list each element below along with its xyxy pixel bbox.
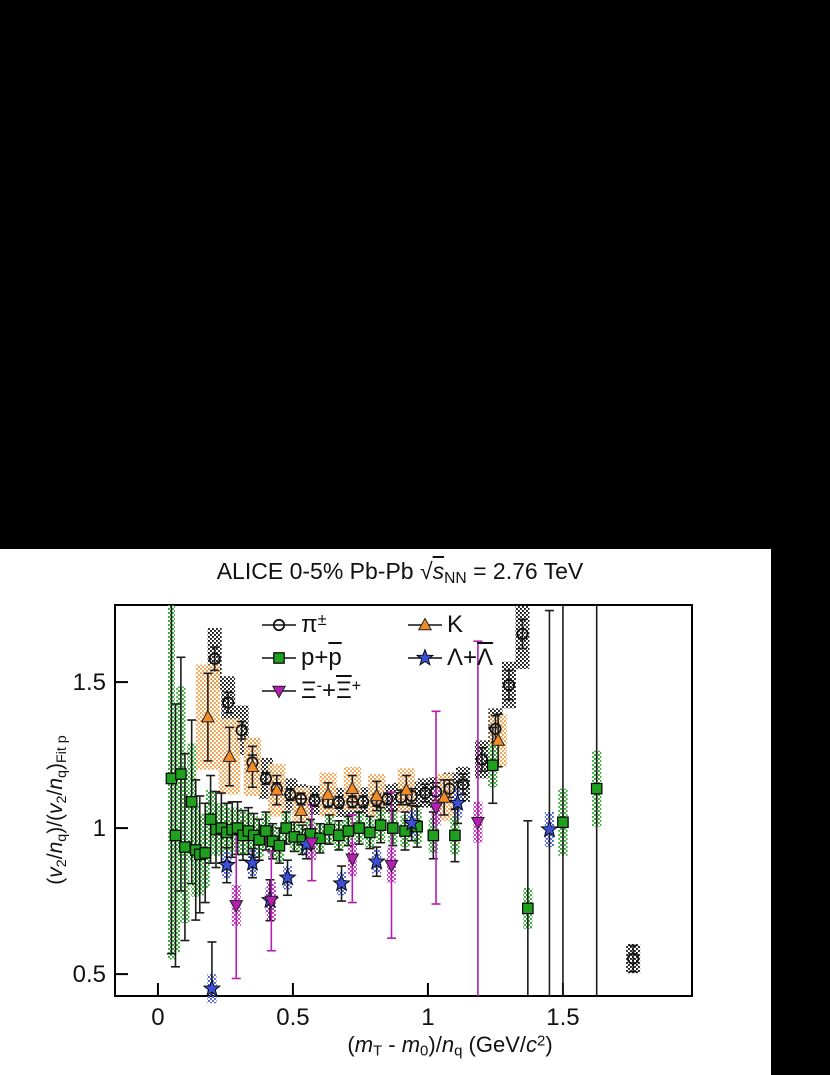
legend-label-proton: p+p bbox=[301, 644, 342, 671]
kaon-marker-icon bbox=[408, 617, 442, 631]
plot-frame: 0 0.5 1 1.5 0.5 1 1.5 bbox=[73, 604, 693, 1031]
legend-label-pion: π± bbox=[301, 610, 327, 639]
xi-marker-icon bbox=[262, 685, 296, 699]
proton-marker-icon bbox=[262, 652, 296, 664]
legend-item-lambda: Λ+Λ bbox=[406, 642, 493, 674]
legend-item-kaon: K bbox=[406, 609, 463, 641]
series-xi-markers bbox=[229, 802, 485, 914]
x-tick-label: 0.5 bbox=[276, 1004, 309, 1031]
x-tick-label: 0 bbox=[151, 1004, 164, 1031]
x-tick-label: 1.5 bbox=[546, 1004, 579, 1031]
lambda-marker-icon bbox=[408, 648, 442, 666]
legend-item-proton: p+p bbox=[260, 642, 342, 674]
legend-item-xi: Ξ-+Ξ+ bbox=[260, 675, 361, 707]
series-proton-markers bbox=[165, 759, 603, 915]
chart-title: ALICE 0-5% Pb-Pb √sNN = 2.76 TeV bbox=[216, 558, 584, 587]
y-tick-label: 1.5 bbox=[73, 669, 106, 696]
legend-label-lambda: Λ+Λ bbox=[447, 644, 494, 671]
series-lambda-markers bbox=[202, 793, 559, 997]
series-kaon-markers bbox=[200, 709, 506, 816]
legend-item-pion: π± bbox=[260, 609, 327, 641]
y-tick-label: 0.5 bbox=[73, 961, 106, 988]
y-axis-label: (v2/nq)/(v2/nq)Fit p bbox=[44, 735, 70, 885]
legend-label-xi: Ξ-+Ξ+ bbox=[301, 676, 362, 705]
series-pion-markers bbox=[208, 627, 640, 965]
x-axis-label: (mT - m0)/nq (GeV/c2) bbox=[347, 1032, 553, 1060]
x-tick-label: 1 bbox=[421, 1004, 434, 1031]
pion-marker-icon bbox=[262, 618, 296, 632]
legend-label-kaon: K bbox=[447, 611, 464, 638]
y-tick-label: 1 bbox=[93, 815, 106, 842]
